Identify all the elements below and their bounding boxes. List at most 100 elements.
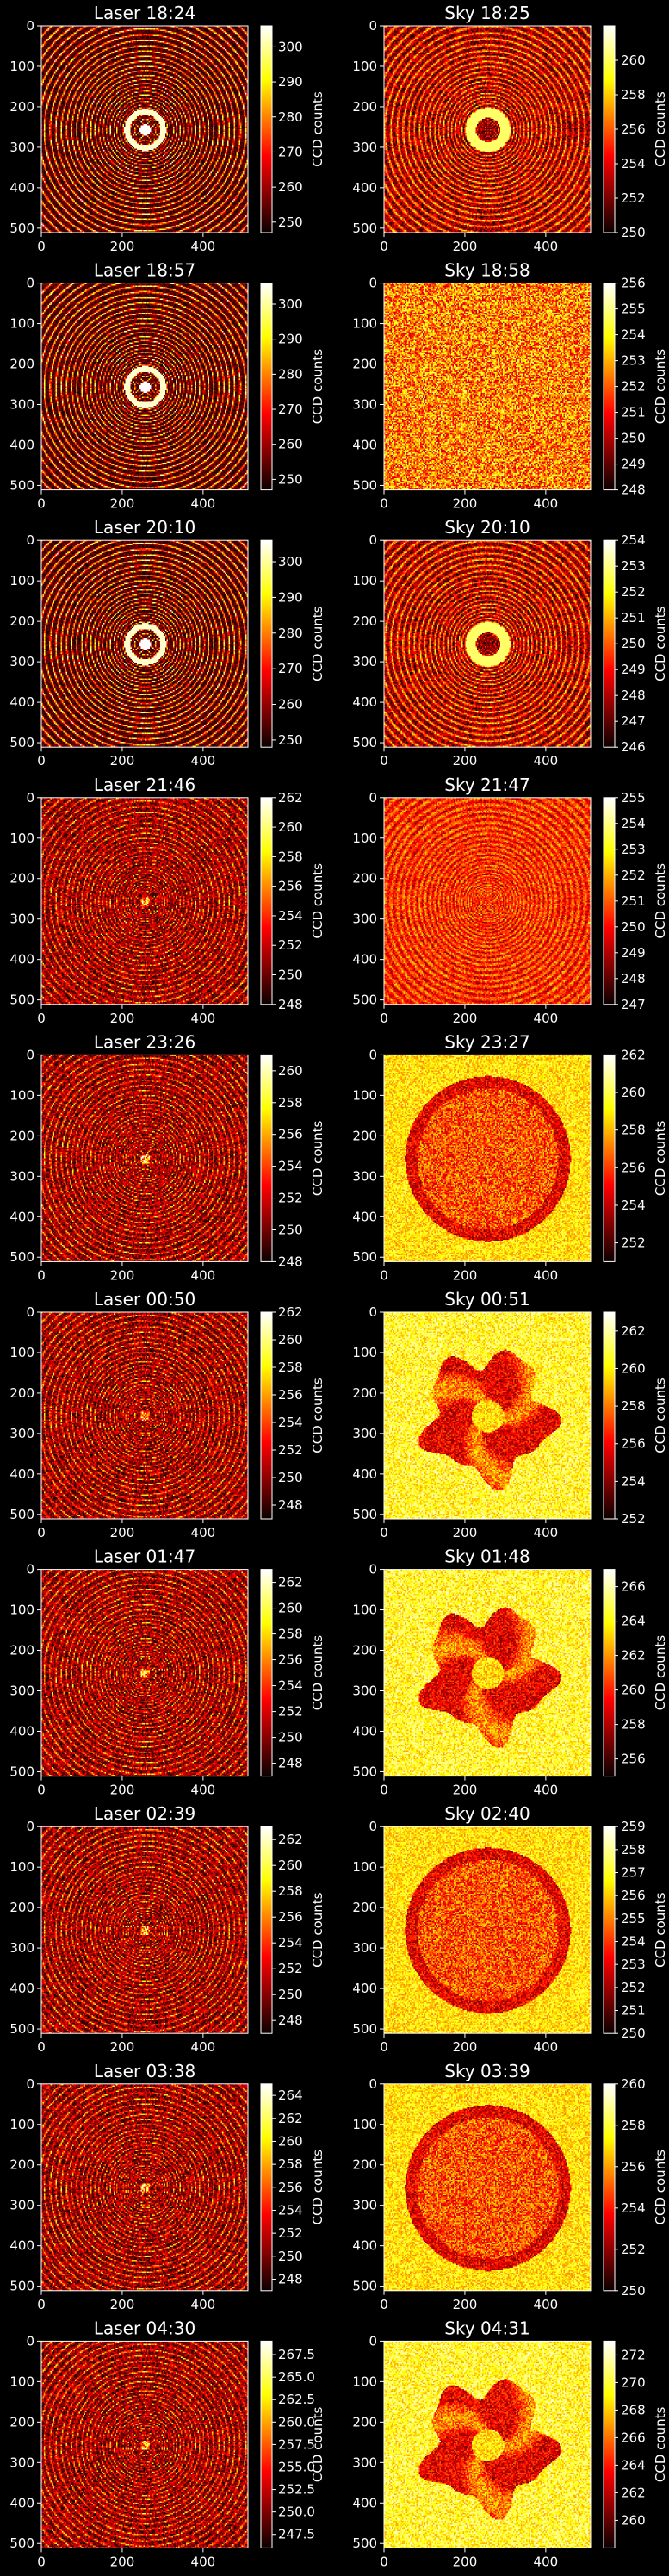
- y-tick-label: 0: [26, 1562, 34, 1577]
- colorbar-tick-label: 266: [621, 1579, 646, 1595]
- colorbar: [261, 26, 272, 233]
- x-tick-label: 200: [453, 1267, 478, 1283]
- colorbar-tick-label: 258: [621, 2118, 646, 2133]
- y-tick-label: 500: [9, 2536, 34, 2551]
- colorbar-label: CCD counts: [310, 1378, 325, 1453]
- colorbar-tick-label: 252: [621, 2242, 646, 2257]
- x-tick-label: 400: [534, 2039, 559, 2055]
- colorbar-tick-label: 256: [278, 1652, 303, 1668]
- colorbar-tick-label: 248: [278, 1254, 303, 1269]
- y-tick-label: 300: [9, 1168, 34, 1184]
- colorbar-label: CCD counts: [653, 2150, 668, 2225]
- y-tick-label: 0: [369, 2333, 377, 2349]
- axes-frame: [383, 1569, 592, 1777]
- colorbar-tick-label: 262: [278, 1832, 303, 1847]
- x-tick-label: 400: [191, 1525, 216, 1540]
- colorbar-tick-label: 256: [278, 2180, 303, 2195]
- colorbar-tick-label: 247: [621, 713, 646, 729]
- x-tick-label: 200: [453, 2039, 478, 2055]
- colorbar: [261, 540, 272, 748]
- colorbar-tick-label: 254: [621, 1934, 646, 1950]
- colorbar: [604, 26, 615, 233]
- y-tick-label: 100: [9, 316, 34, 332]
- y-tick-label: 500: [9, 2279, 34, 2294]
- colorbar-frame: [260, 25, 273, 233]
- colorbar-tick-label: 266: [621, 2430, 646, 2445]
- colorbar-tick-label: 260: [621, 53, 646, 68]
- x-tick-label: 200: [110, 2554, 135, 2569]
- x-tick-label: 200: [110, 2039, 135, 2055]
- colorbar-frame: [603, 2340, 616, 2548]
- colorbar-label: CCD counts: [310, 2407, 325, 2483]
- colorbar-tick-label: 252: [621, 1980, 646, 1995]
- y-tick-label: 100: [352, 2117, 377, 2132]
- colorbar-label: CCD counts: [653, 863, 668, 939]
- colorbar-tick-label: 280: [278, 366, 303, 382]
- colorbar-tick-label: 256: [621, 2159, 646, 2175]
- panel-title: Sky 20:10: [444, 517, 530, 538]
- colorbar: [604, 1055, 615, 1262]
- axes-frame: [383, 25, 592, 233]
- colorbar-tick-label: 262: [278, 790, 303, 806]
- colorbar-tick-label: 250.0: [278, 2504, 315, 2520]
- x-tick-label: 400: [534, 1267, 559, 1283]
- colorbar-tick-label: 260: [278, 437, 303, 452]
- x-tick-label: 0: [380, 1783, 388, 1798]
- heatmap-image: [41, 26, 248, 233]
- colorbar-frame: [603, 1826, 616, 2034]
- y-tick-label: 300: [352, 654, 377, 669]
- colorbar-tick-label: 248: [278, 2271, 303, 2287]
- colorbar: [604, 1826, 615, 2034]
- colorbar-tick-label: 250: [278, 968, 303, 983]
- colorbar-tick-label: 254: [621, 2200, 646, 2216]
- colorbar-tick-label: 300: [278, 39, 303, 54]
- x-tick-label: 200: [453, 239, 478, 254]
- colorbar-label: CCD counts: [653, 606, 668, 681]
- colorbar-tick-label: 248: [278, 1497, 303, 1513]
- heatmap-image: [41, 2341, 248, 2548]
- colorbar-tick-label: 268: [621, 2402, 646, 2417]
- colorbar-label: CCD counts: [310, 863, 325, 939]
- heatmap-image: [41, 2083, 248, 2291]
- colorbar: [604, 1312, 615, 1519]
- heatmap-image: [384, 1312, 591, 1519]
- colorbar-label: CCD counts: [653, 1121, 668, 1197]
- colorbar-label: CCD counts: [310, 91, 325, 167]
- y-tick-label: 0: [369, 276, 377, 291]
- colorbar-tick-label: 257: [621, 1865, 646, 1881]
- axes-frame: [40, 283, 249, 491]
- x-tick-label: 200: [453, 496, 478, 512]
- heatmap-image: [384, 2341, 591, 2548]
- x-tick-label: 400: [534, 1525, 559, 1540]
- y-tick-label: 500: [9, 2021, 34, 2037]
- y-tick-label: 0: [26, 2076, 34, 2092]
- heatmap-image: [41, 1055, 248, 1262]
- y-tick-label: 200: [9, 1900, 34, 1915]
- colorbar-tick-label: 252: [278, 2225, 303, 2241]
- y-tick-label: 0: [369, 1047, 377, 1062]
- y-tick-label: 200: [352, 1643, 377, 1658]
- panel-title: Sky 03:39: [444, 2061, 530, 2081]
- y-tick-label: 0: [369, 2076, 377, 2092]
- colorbar-tick-label: 262: [278, 2111, 303, 2126]
- y-tick-label: 500: [352, 2021, 377, 2037]
- y-tick-label: 500: [352, 477, 377, 493]
- y-tick-label: 100: [9, 1345, 34, 1360]
- colorbar-tick-label: 260: [621, 1360, 646, 1376]
- y-tick-label: 300: [352, 1940, 377, 1956]
- colorbar: [604, 283, 615, 490]
- y-tick-label: 300: [352, 140, 377, 155]
- colorbar-tick-label: 252: [278, 1704, 303, 1720]
- colorbar-tick-label: 248: [621, 688, 646, 703]
- colorbar-tick-label: 252: [278, 1442, 303, 1458]
- x-tick-label: 0: [37, 2297, 46, 2312]
- panel-title: Laser 23:26: [94, 1031, 195, 1052]
- colorbar-tick-label: 260: [278, 1332, 303, 1347]
- colorbar-tick-label: 251: [621, 893, 646, 909]
- colorbar-tick-label: 251: [621, 405, 646, 420]
- colorbar-tick-label: 256: [278, 1909, 303, 1925]
- y-tick-label: 300: [352, 2198, 377, 2213]
